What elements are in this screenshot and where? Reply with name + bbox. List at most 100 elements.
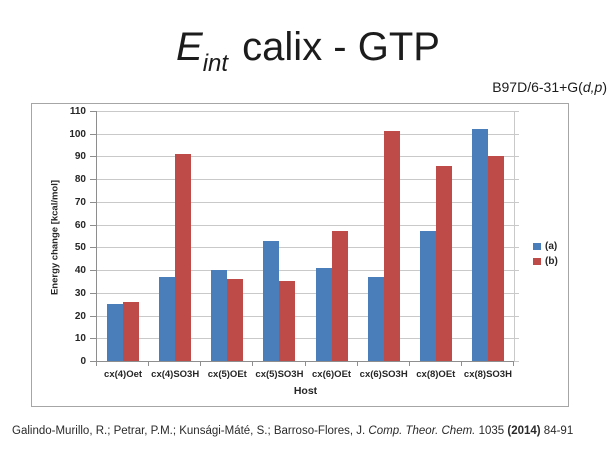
- gridline: [97, 292, 514, 294]
- y-axis-tick-label: 40: [74, 265, 86, 277]
- y-tick-mark-right: [514, 179, 519, 181]
- x-category-label: cx(5)OEt: [207, 369, 247, 380]
- x-tick-mark: [356, 361, 358, 366]
- y-tick-mark-right: [514, 270, 519, 272]
- bar: [175, 154, 192, 361]
- x-tick-mark: [408, 361, 410, 366]
- x-category-label: cx(6)SO3H: [359, 369, 408, 380]
- bar: [159, 276, 176, 361]
- chart-legend: (a) (b): [533, 239, 558, 269]
- bar: [279, 281, 296, 361]
- gridline: [97, 156, 514, 158]
- y-axis-tick-label: 80: [74, 174, 86, 186]
- citation: Galindo-Murillo, R.; Petrar, P.M.; Kunsá…: [12, 424, 608, 438]
- x-tick-mark: [513, 361, 514, 366]
- bar: [435, 165, 452, 361]
- bar: [107, 304, 124, 361]
- citation-segment: Galindo-Murillo, R.; Petrar, P.M.; Kunsá…: [12, 425, 369, 437]
- bar: [487, 156, 504, 361]
- x-tick-mark: [148, 361, 150, 366]
- y-tick-mark-right: [514, 338, 519, 340]
- y-tick-mark-right: [514, 156, 519, 158]
- y-axis-tick-label: 30: [74, 287, 86, 299]
- method-label: B97D/6-31+G(d,p): [492, 79, 607, 95]
- bar: [227, 279, 244, 361]
- bar: [383, 131, 400, 361]
- y-tick-mark: [90, 338, 96, 340]
- plot-right-border: [514, 111, 515, 361]
- y-axis-tick-label: 100: [69, 128, 86, 140]
- legend-swatch: [533, 258, 541, 265]
- y-tick-mark-right: [514, 224, 519, 226]
- y-tick-mark: [90, 224, 96, 226]
- y-tick-mark: [90, 133, 96, 135]
- y-axis-title: Energy change [kcal/mol]: [49, 179, 61, 296]
- gridline: [97, 133, 514, 135]
- x-tick-mark: [96, 361, 97, 366]
- y-axis-tick-label: 50: [74, 242, 86, 254]
- legend-label: (b): [545, 256, 558, 267]
- chart: Energy change [kcal/mol] Host (a) (b) 0 10…: [31, 103, 569, 407]
- x-category-label: cx(4)SO3H: [151, 369, 200, 380]
- bar: [123, 301, 140, 361]
- gridline: [97, 201, 514, 203]
- legend-item: (a): [533, 239, 558, 254]
- gridline: [97, 338, 514, 340]
- gridline: [97, 179, 514, 181]
- y-tick-mark: [90, 201, 96, 203]
- y-tick-mark-right: [514, 292, 519, 294]
- y-axis-tick-label: 20: [74, 310, 86, 322]
- y-tick-mark-right: [514, 315, 519, 317]
- x-category-label: cx(5)SO3H: [255, 369, 304, 380]
- bar: [315, 267, 332, 361]
- y-axis-tick-label: 10: [74, 333, 86, 345]
- x-tick-mark: [460, 361, 462, 366]
- y-tick-mark: [90, 111, 96, 112]
- y-tick-mark-right: [514, 201, 519, 203]
- x-tick-mark: [200, 361, 202, 366]
- method-prefix: B97D/6-31+G(: [492, 79, 583, 95]
- title-text: calix - GTP: [231, 25, 440, 69]
- legend-item: (b): [533, 254, 558, 269]
- y-tick-mark: [90, 247, 96, 249]
- method-basis-italic: d,p: [582, 79, 603, 95]
- legend-label: (a): [545, 241, 558, 252]
- citation-segment: 84-91: [540, 425, 574, 437]
- x-category-label: cx(4)Oet: [104, 369, 143, 380]
- citation-segment: Comp. Theor. Chem.: [368, 425, 476, 437]
- y-axis-tick-label: 110: [69, 106, 86, 117]
- title-symbol: E: [176, 25, 203, 69]
- y-tick-mark-right: [514, 111, 519, 112]
- gridline: [97, 111, 514, 112]
- y-axis-tick-label: 60: [74, 219, 86, 231]
- y-tick-mark-right: [514, 247, 519, 249]
- bar: [471, 129, 488, 361]
- y-axis-tick-label: 70: [74, 196, 86, 208]
- y-tick-mark: [90, 292, 96, 294]
- y-tick-mark: [90, 156, 96, 158]
- title-subscript: int: [202, 50, 229, 77]
- x-category-label: cx(6)OEt: [312, 369, 352, 380]
- x-tick-mark: [304, 361, 306, 366]
- y-tick-mark: [90, 270, 96, 272]
- gridline: [97, 224, 514, 226]
- x-axis-line: [96, 361, 515, 362]
- citation-segment: (2014): [507, 425, 541, 437]
- x-axis-title: Host: [293, 385, 318, 397]
- y-axis-tick-label: 90: [74, 151, 86, 163]
- y-tick-mark: [90, 179, 96, 181]
- y-tick-mark: [90, 315, 96, 317]
- y-tick-mark-right: [514, 361, 519, 362]
- legend-swatch: [533, 243, 541, 250]
- bar: [367, 276, 384, 361]
- x-category-label: cx(8)SO3H: [463, 369, 512, 380]
- slide-title: Eint calix - GTP: [0, 24, 616, 77]
- y-axis-tick-label: 0: [80, 356, 86, 367]
- gridline: [97, 247, 514, 249]
- gridline: [97, 315, 514, 317]
- bar: [331, 231, 348, 361]
- x-category-label: cx(8)OEt: [416, 369, 456, 380]
- y-tick-mark: [90, 361, 96, 362]
- bar: [211, 270, 228, 361]
